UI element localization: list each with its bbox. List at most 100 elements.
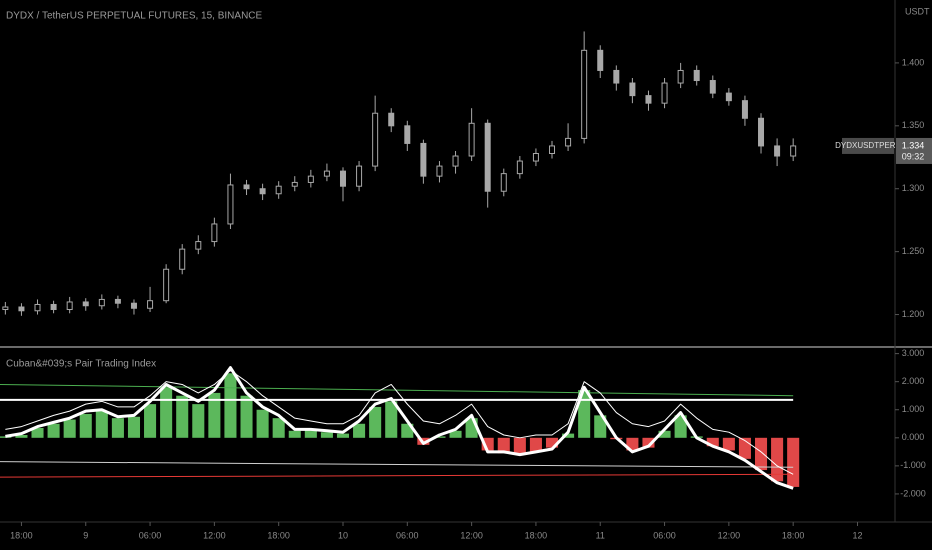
histogram-bar (111, 418, 124, 438)
histogram-bar (369, 406, 382, 438)
histogram-bar (208, 392, 221, 438)
candle-body (195, 241, 202, 250)
x-tick-label: 06:00 (653, 530, 676, 540)
y-tick-label: -1.000 (900, 460, 926, 470)
histogram-bar (31, 427, 44, 438)
x-tick-label: 06:00 (396, 530, 419, 540)
histogram-bar (47, 423, 60, 438)
y-tick-label: 1.000 (902, 404, 925, 414)
histogram-bar (658, 430, 671, 438)
histogram-bar (192, 404, 205, 438)
candle-body (484, 122, 491, 192)
x-tick-label: 12 (852, 530, 862, 540)
candle-body (356, 165, 363, 187)
histogram-bar (578, 390, 591, 438)
histogram-bar (320, 432, 333, 438)
candle-body (34, 303, 41, 312)
candle-body (758, 117, 765, 147)
histogram-bar (288, 430, 301, 438)
candle-body (661, 82, 668, 104)
candle-body (725, 92, 732, 102)
indicator-line (0, 383, 794, 397)
histogram-bar (562, 433, 575, 438)
x-tick-label: 12:00 (460, 530, 483, 540)
candle-body (307, 175, 314, 183)
chart-title: DYDX / TetherUS PERPETUAL FUTURES, 15, B… (6, 11, 263, 22)
candle-body (500, 173, 507, 192)
histogram-bar (529, 437, 542, 452)
candle-body (179, 248, 186, 270)
candle-body (98, 298, 105, 307)
x-tick-label: 18:00 (525, 530, 548, 540)
indicator-line (0, 473, 794, 478)
histogram-bar (336, 433, 350, 438)
histogram-bar (513, 437, 526, 455)
histogram-bar (224, 373, 237, 438)
candle-body (259, 188, 266, 195)
candle-body (404, 125, 411, 144)
x-tick-label: 9 (83, 530, 88, 540)
histogram-bar (144, 404, 157, 438)
candle-body (243, 184, 250, 190)
candle-body (741, 100, 748, 119)
candle-body (66, 301, 73, 311)
candle-body (532, 152, 539, 162)
symbol-tag-bg (842, 137, 894, 154)
x-tick-label: 11 (596, 530, 605, 540)
candle-body (597, 49, 604, 71)
y-tick-label: 0.000 (902, 432, 925, 442)
histogram-bar (674, 415, 687, 438)
indicator-line (5, 366, 794, 490)
candle-body (163, 268, 170, 302)
candle-body (645, 95, 652, 104)
histogram-bar (127, 416, 141, 438)
candle-body (774, 145, 781, 157)
histogram-bar (385, 401, 398, 438)
y-tick-label: 3.000 (902, 348, 925, 358)
indicator-line (5, 369, 794, 475)
candle-body (323, 170, 330, 177)
candle-body (613, 69, 620, 84)
histogram-bar (304, 429, 317, 438)
candle-body (275, 185, 282, 195)
y-axis-label: USDT (905, 6, 930, 16)
candle-body (452, 155, 459, 167)
candle-body (790, 145, 797, 157)
x-tick-label: 06:00 (139, 530, 162, 540)
histogram-bar (771, 437, 784, 482)
histogram-bar (722, 437, 735, 451)
histogram-bar (449, 430, 462, 438)
candle-body (388, 112, 395, 127)
candle-body (114, 298, 121, 304)
candle-body (709, 80, 716, 94)
candle-body (291, 181, 298, 187)
histogram-bar (706, 437, 719, 447)
candle-body (693, 69, 700, 82)
candle-body (581, 49, 588, 139)
symbol-tag: DYDXUSDTPERP (835, 141, 901, 150)
y-tick-label: 1.250 (902, 246, 925, 256)
y-tick-label: 1.400 (902, 57, 925, 67)
indicator-title: Cuban&#039;s Pair Trading Index (6, 359, 156, 370)
histogram-bar (15, 435, 28, 438)
histogram-bar (79, 413, 92, 438)
candle-body (82, 301, 89, 307)
histogram-bar (787, 437, 800, 487)
histogram-bar (594, 415, 607, 438)
candle-body (436, 165, 443, 177)
x-tick-label: 12:00 (203, 530, 226, 540)
x-tick-label: 12:00 (718, 530, 741, 540)
candle-body (339, 170, 346, 187)
countdown: 09:32 (902, 151, 925, 161)
price-tag: 1.334 (902, 140, 925, 150)
histogram-bar (256, 409, 269, 438)
candle-body (549, 145, 556, 154)
candle-body (677, 69, 684, 84)
histogram-bar (63, 419, 76, 438)
candle-body (516, 160, 523, 175)
candle-body (420, 142, 427, 177)
candle-body (2, 306, 9, 311)
x-tick-label: 10 (338, 530, 348, 540)
